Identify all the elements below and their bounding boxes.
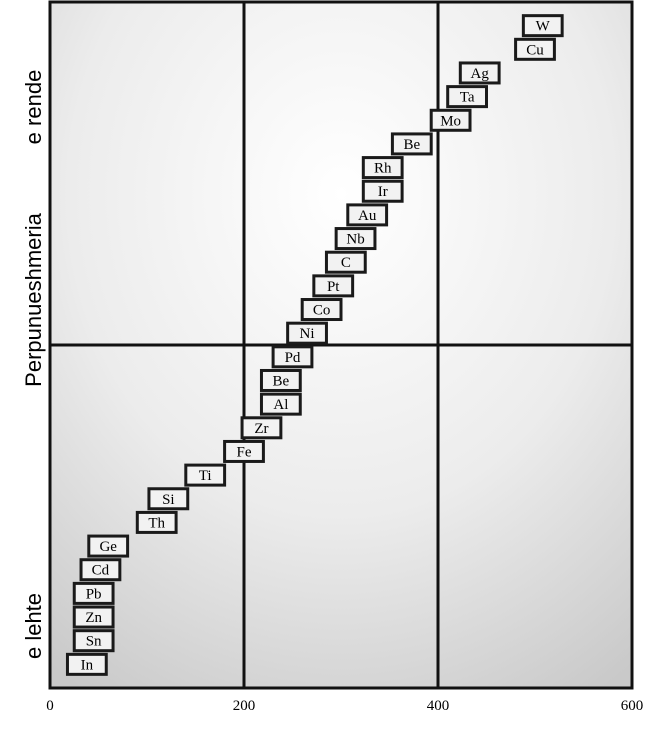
y-axis-bottom-label: e lehte: [21, 593, 46, 659]
element-box: [72, 605, 115, 629]
element-label: Pb: [86, 586, 102, 602]
element-box: [361, 179, 404, 203]
element-label: Cu: [526, 42, 544, 58]
element-label: Be: [273, 373, 290, 389]
element-box: [135, 510, 178, 534]
y-axis-label: Perpunueshmeria: [21, 212, 46, 386]
element-label: Au: [358, 208, 377, 224]
element-box: [446, 85, 489, 109]
element-box: [223, 439, 265, 463]
element-label: Be: [403, 137, 420, 153]
element-label: W: [536, 19, 551, 35]
element-box: [259, 392, 302, 416]
x-tick-label: 200: [233, 698, 256, 714]
element-box: [286, 321, 328, 345]
element-box: [390, 132, 433, 156]
element-label: In: [81, 657, 94, 673]
element-label: Sn: [86, 634, 102, 650]
element-label: Ir: [378, 184, 388, 200]
element-box: [334, 227, 377, 251]
element-label: Al: [273, 397, 288, 413]
element-label: Si: [162, 492, 175, 508]
plot-frame: [48, 0, 634, 690]
element-label: Ta: [460, 90, 475, 106]
element-label: C: [341, 255, 351, 271]
y-axis-top-label: e rende: [21, 70, 46, 145]
element-box: [271, 345, 314, 369]
element-box: [184, 463, 227, 487]
element-box: [147, 487, 190, 511]
element-label: Zn: [85, 610, 102, 626]
element-box: [72, 629, 115, 653]
element-label: Cd: [92, 563, 110, 579]
x-tick-label: 0: [46, 698, 54, 714]
element-label: Rh: [374, 161, 392, 177]
element-box: [240, 416, 283, 440]
element-label: Pd: [285, 350, 301, 366]
element-box: [312, 274, 355, 298]
element-box: [87, 534, 130, 558]
element-label: Ag: [471, 66, 490, 82]
x-tick-label: 600: [621, 698, 644, 714]
element-box: [429, 108, 472, 132]
element-label: Ti: [199, 468, 212, 484]
element-label: Zr: [254, 421, 268, 437]
element-label: Co: [313, 303, 331, 319]
element-label: Ge: [99, 539, 117, 555]
element-box: [324, 250, 367, 274]
element-label: Mo: [440, 113, 461, 129]
element-box: [72, 581, 115, 605]
element-label: Fe: [237, 444, 252, 460]
x-tick-label: 400: [427, 698, 450, 714]
element-box: [259, 368, 302, 392]
element-box: [65, 652, 108, 676]
element-box: [300, 298, 343, 322]
element-label: Ni: [300, 326, 315, 342]
element-box: [458, 61, 501, 85]
element-label: Th: [148, 515, 165, 531]
element-box: [346, 203, 389, 227]
element-box: [361, 156, 404, 180]
element-label: Pt: [327, 279, 340, 295]
x-axis-ticks: 0 200 400 600: [46, 698, 643, 714]
element-box: [79, 558, 122, 582]
element-box: [521, 14, 564, 38]
element-label: Nb: [346, 232, 364, 248]
element-box: [514, 37, 556, 61]
